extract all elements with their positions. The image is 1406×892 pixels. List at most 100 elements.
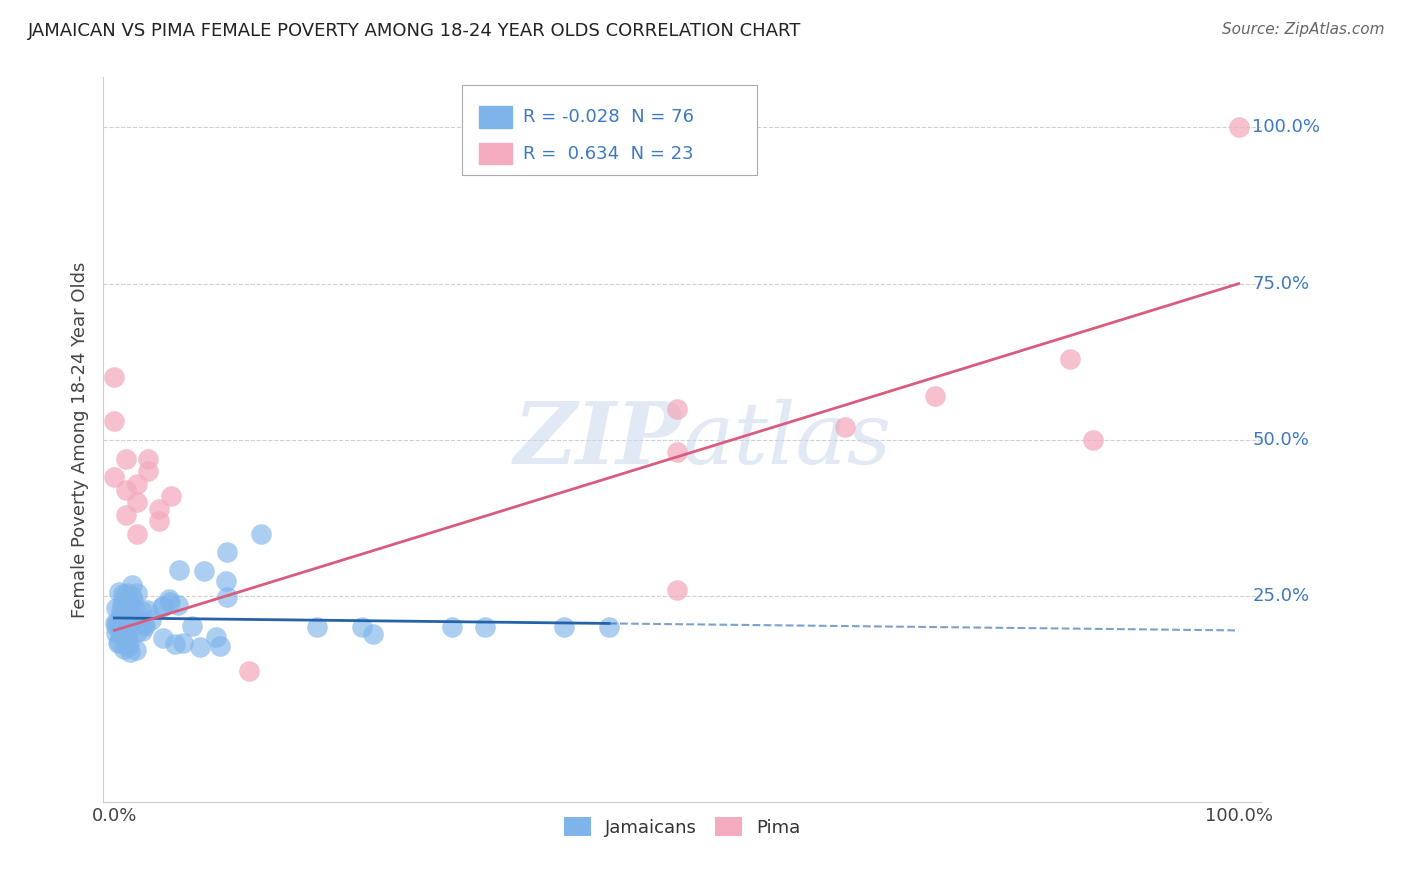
Point <box>152 631 174 645</box>
Point <box>249 526 271 541</box>
Point <box>104 601 127 615</box>
Point <box>129 613 152 627</box>
Point <box>111 597 134 611</box>
Point <box>305 620 328 634</box>
Point <box>180 619 202 633</box>
Point <box>110 613 132 627</box>
Point <box>125 526 148 541</box>
Point <box>148 501 170 516</box>
Point <box>152 599 174 613</box>
Point <box>131 624 153 638</box>
Point <box>141 613 163 627</box>
Point <box>167 563 190 577</box>
Point <box>217 590 239 604</box>
Point <box>125 495 148 509</box>
Point <box>132 616 155 631</box>
Point <box>165 637 187 651</box>
Point <box>136 602 159 616</box>
FancyBboxPatch shape <box>463 85 758 176</box>
Bar <box>479 106 512 128</box>
Point <box>104 615 127 630</box>
Point <box>208 639 231 653</box>
Point <box>134 618 156 632</box>
Point <box>105 615 128 629</box>
Point <box>148 514 170 528</box>
Point <box>118 645 141 659</box>
Point <box>115 595 138 609</box>
Point <box>122 600 145 615</box>
Point <box>157 592 180 607</box>
Text: 75.0%: 75.0% <box>1253 275 1309 293</box>
Point <box>115 626 138 640</box>
Point <box>125 476 148 491</box>
Point <box>117 640 139 654</box>
Point <box>440 620 463 634</box>
Text: R =  0.634  N = 23: R = 0.634 N = 23 <box>523 145 695 162</box>
Text: ZIP: ZIP <box>515 398 682 482</box>
Point <box>1227 120 1250 135</box>
Point <box>117 602 139 616</box>
Point <box>103 470 125 484</box>
Point <box>238 664 260 678</box>
Point <box>166 598 188 612</box>
Point <box>103 370 125 384</box>
Point <box>553 620 575 634</box>
Point <box>125 642 148 657</box>
Point <box>112 595 135 609</box>
Point <box>361 626 384 640</box>
Point <box>104 626 127 640</box>
Point <box>172 635 194 649</box>
Text: 50.0%: 50.0% <box>1253 431 1309 449</box>
Point <box>1059 351 1081 366</box>
Point <box>665 401 688 416</box>
Legend: Jamaicans, Pima: Jamaicans, Pima <box>557 810 808 844</box>
Point <box>104 619 127 633</box>
Point <box>125 625 148 640</box>
Point <box>121 578 143 592</box>
Point <box>474 620 496 634</box>
Point <box>122 592 145 607</box>
Text: JAMAICAN VS PIMA FEMALE POVERTY AMONG 18-24 YEAR OLDS CORRELATION CHART: JAMAICAN VS PIMA FEMALE POVERTY AMONG 18… <box>28 22 801 40</box>
Point <box>117 619 139 633</box>
Point <box>118 637 141 651</box>
Point <box>107 636 129 650</box>
Point <box>350 620 373 634</box>
Point <box>665 445 688 459</box>
Point <box>204 630 226 644</box>
Point <box>120 616 142 631</box>
Point <box>115 631 138 645</box>
Point <box>127 585 149 599</box>
Text: R = -0.028  N = 76: R = -0.028 N = 76 <box>523 108 695 127</box>
Point <box>136 451 159 466</box>
Point <box>215 574 238 588</box>
Point <box>108 585 131 599</box>
Point <box>110 608 132 623</box>
Point <box>121 590 143 604</box>
Point <box>103 414 125 428</box>
Point <box>1081 433 1104 447</box>
Point <box>112 591 135 605</box>
Point <box>136 464 159 478</box>
Point <box>150 600 173 615</box>
Point <box>131 604 153 618</box>
Point <box>115 606 138 620</box>
Point <box>159 489 181 503</box>
Point <box>114 451 136 466</box>
Point <box>115 586 138 600</box>
Point <box>112 642 135 657</box>
Point <box>159 594 181 608</box>
Point <box>215 545 238 559</box>
Text: 25.0%: 25.0% <box>1253 587 1309 605</box>
Point <box>117 597 139 611</box>
Point <box>114 483 136 497</box>
Y-axis label: Female Poverty Among 18-24 Year Olds: Female Poverty Among 18-24 Year Olds <box>72 261 89 618</box>
Point <box>193 564 215 578</box>
Point <box>188 640 211 654</box>
Point <box>115 628 138 642</box>
Text: Source: ZipAtlas.com: Source: ZipAtlas.com <box>1222 22 1385 37</box>
Point <box>112 586 135 600</box>
Point <box>834 420 856 434</box>
Point <box>598 620 620 634</box>
Point <box>665 582 688 597</box>
Text: 100.0%: 100.0% <box>1253 119 1320 136</box>
